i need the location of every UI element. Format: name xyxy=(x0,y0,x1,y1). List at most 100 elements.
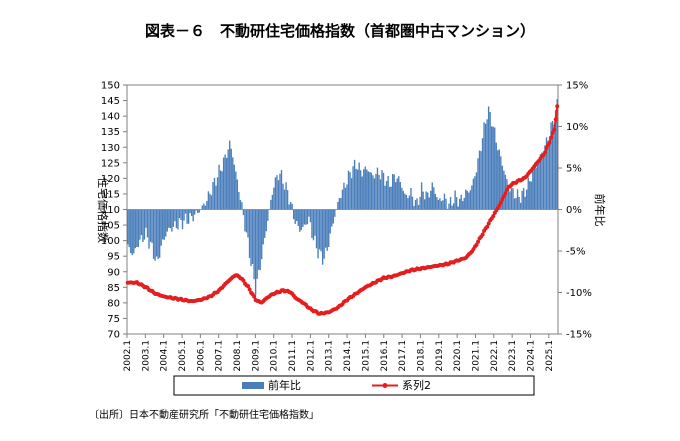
yoy-bar xyxy=(165,209,167,237)
yoy-bar xyxy=(439,198,441,210)
yoy-bar xyxy=(323,209,325,259)
yoy-bar xyxy=(341,189,344,210)
yoy-bar xyxy=(189,209,191,214)
yoy-bar xyxy=(539,154,542,210)
left-tick-label: 80 xyxy=(107,298,120,309)
yoy-bar xyxy=(201,205,203,210)
yoy-bar xyxy=(251,209,254,264)
yoy-bar xyxy=(139,209,141,240)
yoy-bar xyxy=(481,138,484,210)
yoy-bar xyxy=(507,186,510,210)
index-point xyxy=(252,294,257,299)
yoy-bar xyxy=(385,181,388,210)
yoy-bar xyxy=(530,181,532,210)
yoy-bar xyxy=(533,167,536,210)
yoy-bar xyxy=(428,197,430,210)
yoy-bar xyxy=(536,164,539,210)
index-point xyxy=(246,284,251,289)
yoy-bar xyxy=(518,197,520,210)
yoy-bar xyxy=(489,111,491,210)
yoy-bar xyxy=(177,209,179,230)
yoy-bar xyxy=(308,209,310,217)
yoy-bar xyxy=(477,158,479,210)
yoy-bar xyxy=(378,174,380,210)
yoy-bar xyxy=(452,203,455,210)
yoy-bar xyxy=(449,197,452,210)
legend: 前年比 系列2 xyxy=(173,375,535,396)
yoy-bar xyxy=(227,149,229,210)
yoy-bar xyxy=(168,209,170,228)
yoy-bar xyxy=(388,186,391,210)
yoy-bar xyxy=(466,190,468,210)
x-tick-label: 2003.1 xyxy=(141,340,151,372)
yoy-bar xyxy=(222,157,225,210)
yoy-bar xyxy=(355,168,357,210)
yoy-bar xyxy=(178,209,181,219)
x-tick-label: 2005.1 xyxy=(178,340,188,372)
yoy-bar xyxy=(283,189,286,210)
yoy-bar xyxy=(393,174,395,210)
yoy-bar xyxy=(413,205,415,210)
index-point xyxy=(498,200,503,205)
yoy-bar xyxy=(519,202,522,210)
yoy-bar xyxy=(337,201,339,210)
index-point xyxy=(550,130,555,135)
yoy-bar xyxy=(391,173,394,210)
yoy-bar xyxy=(471,185,473,210)
index-point xyxy=(547,140,552,145)
left-tick-label: 145 xyxy=(101,96,120,107)
yoy-bar xyxy=(480,151,482,210)
yoy-bar xyxy=(457,206,459,210)
yoy-bar xyxy=(346,184,348,210)
yoy-bar xyxy=(162,209,164,240)
yoy-bar xyxy=(175,209,178,229)
yoy-bar xyxy=(137,209,140,248)
left-tick-label: 85 xyxy=(107,283,120,294)
left-tick-label: 90 xyxy=(107,267,120,278)
yoy-bar xyxy=(360,170,362,210)
yoy-bar xyxy=(166,209,168,232)
yoy-bar xyxy=(440,201,443,210)
yoy-bar xyxy=(241,202,243,210)
yoy-bar xyxy=(130,209,132,254)
yoy-bar xyxy=(187,209,190,224)
yoy-bar xyxy=(478,150,481,210)
legend-box xyxy=(173,375,535,396)
left-tick-label: 140 xyxy=(101,112,120,123)
yoy-bar xyxy=(430,190,432,210)
x-tick-label: 2013.1 xyxy=(325,340,335,372)
yoy-bar xyxy=(535,168,537,210)
yoy-bar xyxy=(408,195,411,210)
yoy-bar xyxy=(163,209,165,240)
yoy-bar xyxy=(487,106,490,210)
yoy-bar xyxy=(404,193,406,210)
yoy-bar xyxy=(232,157,234,210)
yoy-bar xyxy=(218,164,220,210)
yoy-bar xyxy=(513,198,516,210)
yoy-bar xyxy=(361,176,363,210)
yoy-bar xyxy=(302,209,304,228)
yoy-bar xyxy=(262,209,264,245)
axes: 70 75 80 85 90 95 100 105 110 115 120 125 130 135 140 1… xyxy=(96,81,607,372)
yoy-bar xyxy=(245,209,248,233)
yoy-bar xyxy=(276,175,278,210)
yoy-bar xyxy=(538,159,540,210)
left-tick-label: 135 xyxy=(101,127,120,138)
yoy-bar xyxy=(367,171,369,210)
left-tick-label: 95 xyxy=(107,252,120,263)
yoy-bar xyxy=(289,202,292,210)
left-tick-label: 130 xyxy=(101,143,120,154)
x-tick-label: 2020.1 xyxy=(453,340,463,372)
yoy-bar xyxy=(369,172,371,210)
index-point xyxy=(552,127,557,132)
x-tick-label: 2019.1 xyxy=(435,340,445,372)
yoy-bar xyxy=(352,166,354,210)
yoy-bar xyxy=(172,209,175,227)
yoy-bar xyxy=(387,176,389,210)
yoy-bar xyxy=(143,209,146,240)
yoy-bar xyxy=(254,209,257,296)
yoy-bar xyxy=(451,205,453,210)
yoy-bar xyxy=(134,209,136,249)
yoy-bar xyxy=(532,171,534,210)
index-point xyxy=(544,146,549,151)
